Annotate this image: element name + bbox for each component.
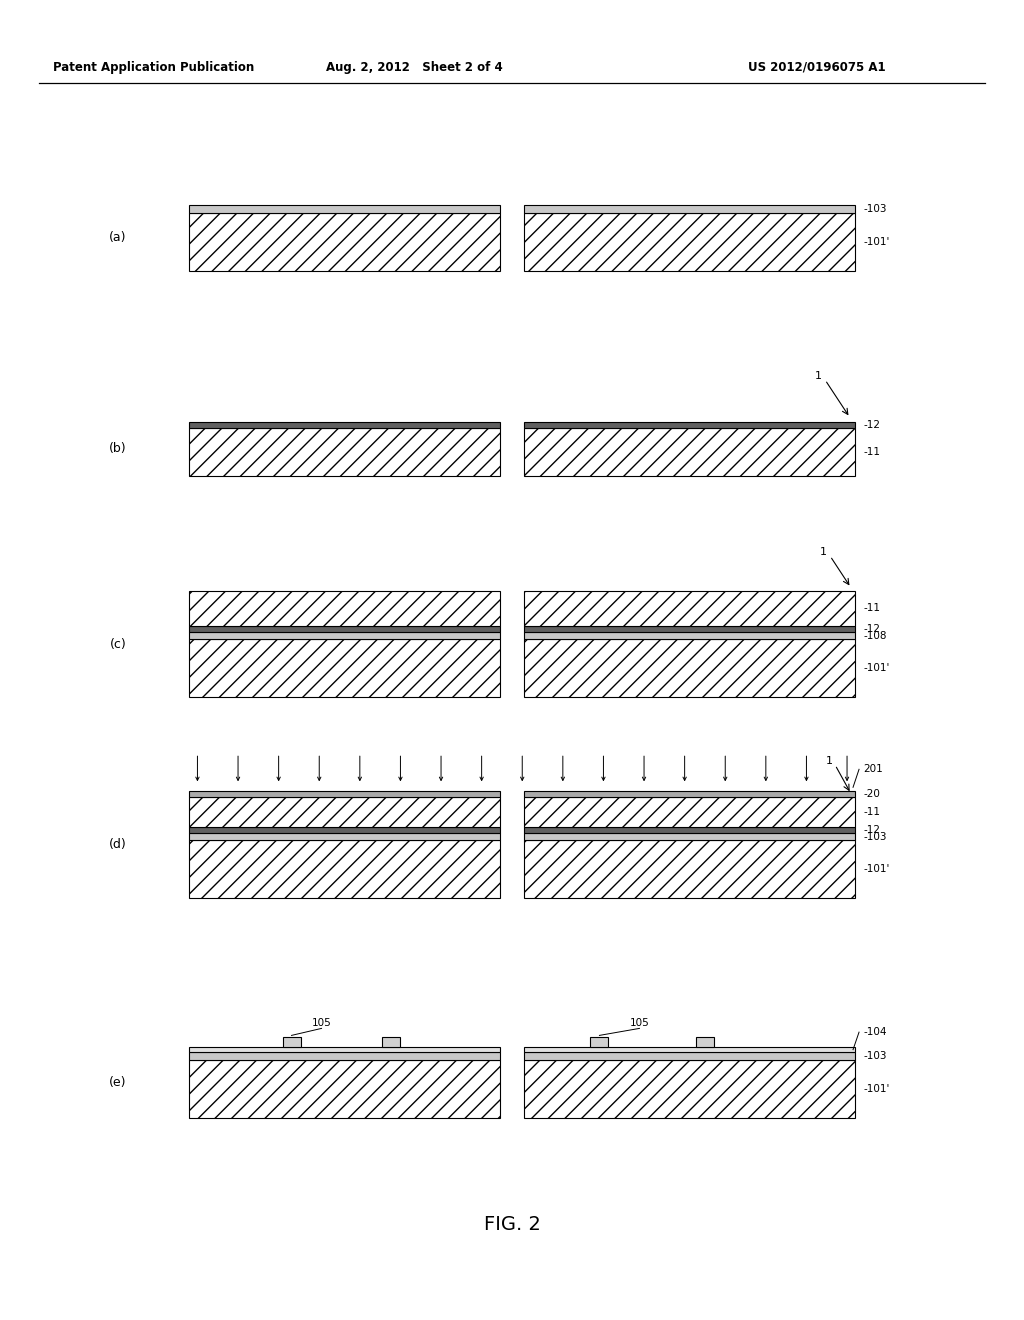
Bar (524, 422, 855, 428)
Text: -101': -101' (863, 664, 890, 673)
Text: -20: -20 (863, 789, 880, 799)
Bar (524, 639, 855, 697)
Text: -101': -101' (863, 865, 890, 874)
Text: -108: -108 (863, 631, 887, 640)
Text: -103: -103 (863, 832, 887, 842)
Text: -103: -103 (863, 203, 887, 214)
Bar (189, 791, 500, 797)
Text: -103: -103 (863, 1051, 887, 1061)
Bar (696, 1038, 715, 1047)
Bar (524, 1052, 855, 1060)
Text: (d): (d) (109, 838, 127, 851)
Text: (a): (a) (109, 231, 127, 244)
Bar (189, 826, 500, 833)
Text: 1: 1 (820, 546, 827, 557)
Bar (189, 797, 500, 826)
Text: -11: -11 (863, 807, 880, 817)
Bar (189, 1047, 500, 1052)
Bar (524, 591, 855, 626)
Bar (524, 205, 855, 213)
Bar (189, 1060, 500, 1118)
Bar (189, 639, 500, 697)
Bar (524, 626, 855, 632)
Text: 1: 1 (815, 371, 822, 380)
Bar (189, 205, 500, 213)
Bar (524, 826, 855, 833)
Text: -11: -11 (863, 603, 880, 614)
Text: 105: 105 (311, 1019, 332, 1028)
Bar (189, 626, 500, 632)
Text: 105: 105 (630, 1019, 649, 1028)
Text: -104: -104 (863, 1027, 887, 1038)
Text: Patent Application Publication: Patent Application Publication (53, 61, 255, 74)
Bar (189, 428, 500, 475)
Bar (524, 632, 855, 639)
Bar (189, 632, 500, 639)
Text: -12: -12 (863, 624, 880, 634)
Bar (189, 213, 500, 271)
Bar (524, 1060, 855, 1118)
Text: FIG. 2: FIG. 2 (483, 1216, 541, 1234)
Text: -101': -101' (863, 236, 890, 247)
Bar (524, 1047, 855, 1052)
Bar (524, 797, 855, 826)
Bar (189, 1052, 500, 1060)
Text: -11: -11 (863, 446, 880, 457)
Bar (189, 841, 500, 899)
Bar (524, 791, 855, 797)
Bar (524, 833, 855, 841)
Bar (524, 213, 855, 271)
Text: -101': -101' (863, 1084, 890, 1094)
Bar (189, 422, 500, 428)
Text: Aug. 2, 2012   Sheet 2 of 4: Aug. 2, 2012 Sheet 2 of 4 (327, 61, 503, 74)
Bar (283, 1038, 300, 1047)
Text: 201: 201 (863, 764, 883, 775)
Text: -12: -12 (863, 825, 880, 834)
Text: US 2012/0196075 A1: US 2012/0196075 A1 (748, 61, 885, 74)
Text: 1: 1 (826, 756, 834, 766)
Bar (524, 428, 855, 475)
Text: (c): (c) (110, 638, 126, 651)
Bar (591, 1038, 608, 1047)
Text: (b): (b) (109, 442, 127, 455)
Bar (382, 1038, 399, 1047)
Text: -12: -12 (863, 420, 880, 430)
Bar (524, 841, 855, 899)
Bar (189, 591, 500, 626)
Text: (e): (e) (109, 1076, 127, 1089)
Bar (189, 833, 500, 841)
